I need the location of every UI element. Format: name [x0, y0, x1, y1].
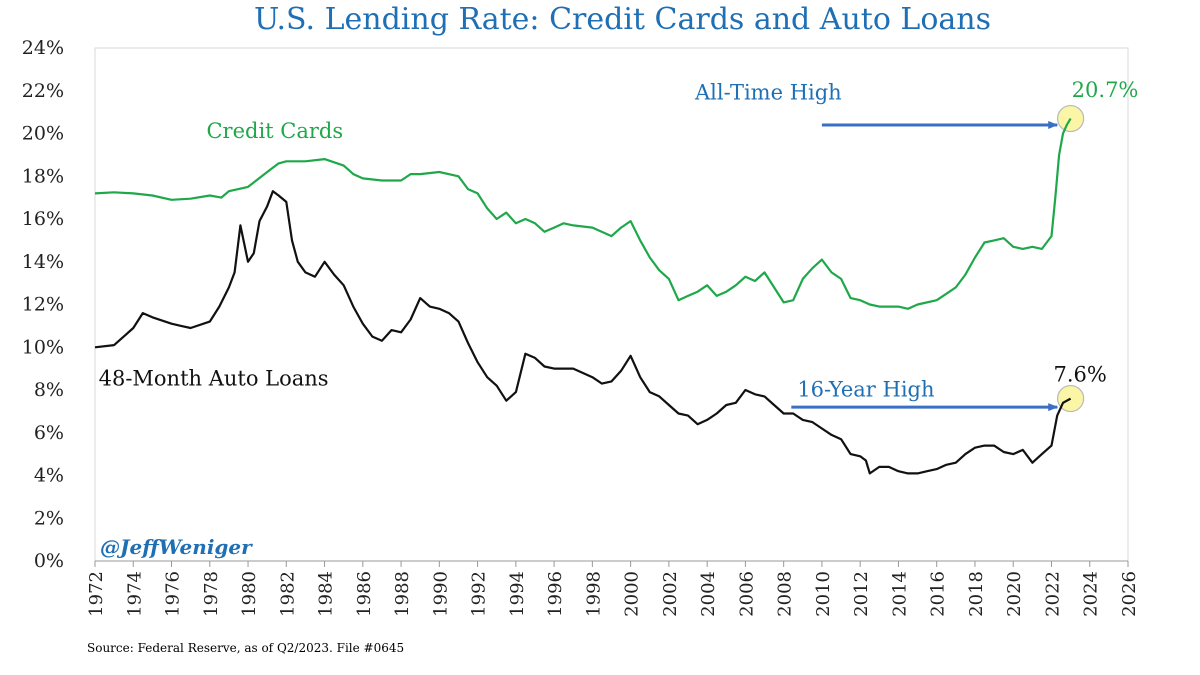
- y-tick-label: 22%: [22, 80, 64, 102]
- x-tick-label: 1988: [392, 571, 413, 617]
- y-tick-label: 12%: [22, 294, 64, 316]
- series-line-48-month-auto-loans: [94, 190, 1072, 475]
- x-tick-label: 2008: [775, 571, 796, 617]
- x-tick-label: 1998: [583, 571, 604, 617]
- annotation-label: Credit Cards: [206, 119, 343, 143]
- highlight-circle: [1057, 384, 1085, 413]
- x-tick-label: 2002: [660, 571, 681, 617]
- line-chart: 0% 2% 4% 6% 8% 10% 12% 14% 16% 18% 20% 22% 24% 1972 19…: [22, 37, 1140, 617]
- chart-title: U.S. Lending Rate: Credit Cards and Auto…: [253, 2, 992, 37]
- y-tick-label: 24%: [22, 37, 64, 59]
- y-tick-label: 6%: [34, 422, 64, 444]
- x-tick-label: 2012: [851, 571, 872, 617]
- annotation-label: 7.6%: [1053, 362, 1106, 386]
- x-tick-label: 1990: [430, 571, 451, 617]
- y-tick-label: 16%: [22, 208, 64, 230]
- x-tick-label: 2026: [1119, 571, 1140, 617]
- x-tick-label: 2020: [1004, 571, 1025, 617]
- x-tick-label: 1984: [316, 571, 337, 617]
- x-tick-label: 2010: [813, 571, 834, 617]
- x-tick-label: 1982: [277, 571, 298, 617]
- axes: 0% 2% 4% 6% 8% 10% 12% 14% 16% 18% 20% 22% 24% 1972 19…: [22, 37, 1140, 617]
- x-tick-label: 1976: [163, 571, 184, 617]
- x-tick-label: 1994: [507, 571, 528, 617]
- x-tick-label: 1996: [545, 571, 566, 617]
- annotation-label: 16-Year High: [797, 377, 934, 401]
- y-tick-label: 8%: [34, 379, 64, 401]
- author-handle: @JeffWeniger: [100, 535, 253, 559]
- x-tick-label: 1978: [201, 571, 222, 617]
- x-tick-label: 2000: [622, 571, 643, 617]
- x-tick-label: 2006: [736, 571, 757, 617]
- y-tick-label: 2%: [34, 507, 64, 529]
- x-tick-label: 2022: [1042, 571, 1063, 617]
- annotation-label: 20.7%: [1072, 78, 1139, 102]
- x-tick-label: 1980: [239, 571, 260, 617]
- y-tick-label: 4%: [34, 465, 64, 487]
- y-tick-label: 0%: [34, 550, 64, 572]
- x-tick-label: 1992: [469, 571, 490, 617]
- x-tick-label: 1986: [354, 571, 375, 617]
- annotations: Credit Cards 48-Month Auto Loans All-Time …: [99, 78, 1139, 559]
- annotation-label: All-Time High: [694, 80, 842, 104]
- y-tick-label: 18%: [22, 165, 64, 187]
- series-layer: [94, 117, 1072, 475]
- source-note: Source: Federal Reserve, as of Q2/2023. …: [87, 641, 405, 655]
- x-tick-label: 2018: [966, 571, 987, 617]
- annotation-label: 48-Month Auto Loans: [99, 367, 329, 391]
- x-tick-label: 2016: [928, 571, 949, 617]
- y-tick-label: 20%: [22, 123, 64, 145]
- x-tick-label: 1972: [86, 571, 107, 617]
- x-tick-label: 2004: [698, 571, 719, 617]
- x-tick-label: 2014: [889, 571, 910, 617]
- y-tick-label: 14%: [22, 251, 64, 273]
- series-line-credit-cards: [94, 117, 1072, 310]
- x-tick-label: 2024: [1081, 571, 1102, 617]
- y-tick-label: 10%: [22, 336, 64, 358]
- x-tick-label: 1974: [124, 571, 145, 617]
